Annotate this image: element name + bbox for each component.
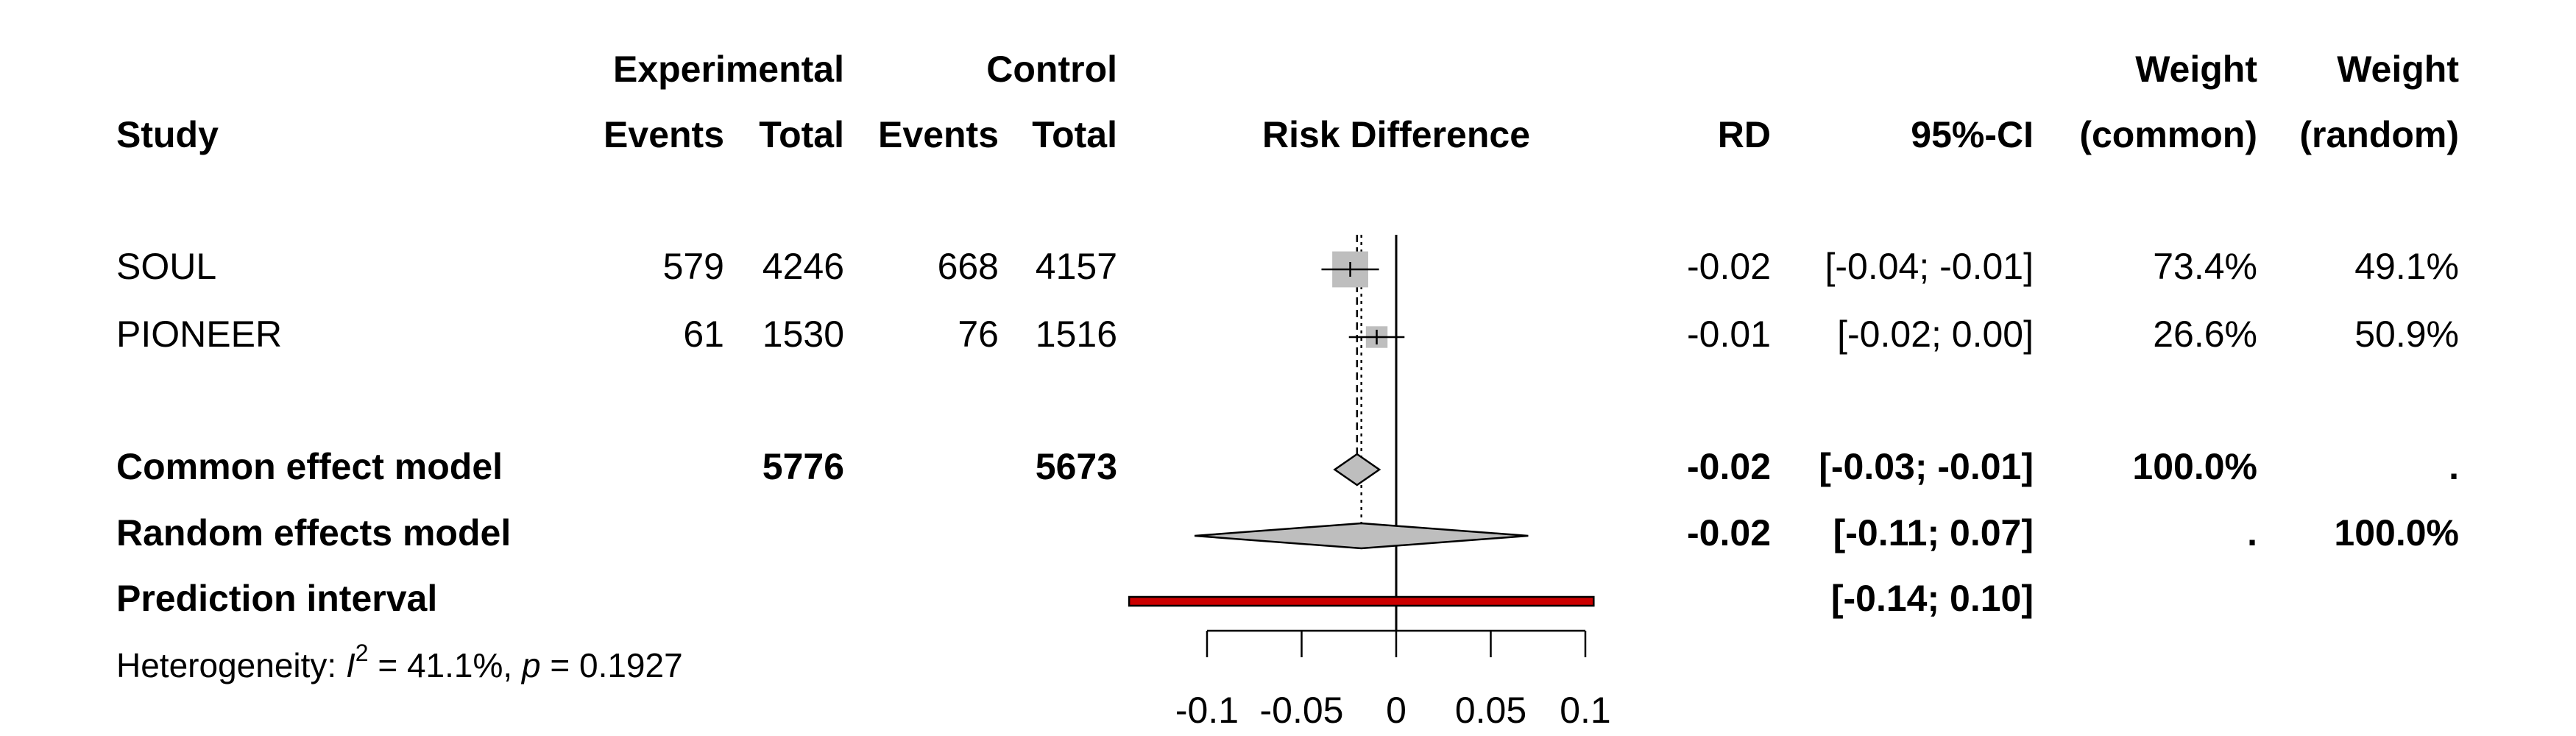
ctrl-events: 668 — [938, 246, 999, 287]
exp-events: 61 — [683, 314, 724, 355]
heterogeneity-part: = 0.1927 — [541, 646, 683, 684]
rd-value: -0.02 — [1687, 246, 1771, 287]
header-study: Study — [116, 114, 219, 155]
common-name: Common effect model — [116, 446, 503, 487]
heterogeneity: Heterogeneity: I2 = 41.1%, p = 0.1927 — [116, 640, 683, 684]
header-events: Events — [878, 114, 999, 155]
heterogeneity-part: I — [346, 646, 355, 684]
exp-events: 579 — [663, 246, 724, 287]
ctrl-total: 1516 — [1036, 314, 1117, 355]
study-name: SOUL — [116, 246, 216, 287]
header-plot: Risk Difference — [1262, 114, 1530, 155]
heterogeneity-part: 2 — [355, 640, 369, 666]
weight-common: 100.0% — [2132, 446, 2257, 487]
x-tick-label: 0.1 — [1560, 690, 1611, 731]
weight-random: . — [2449, 446, 2459, 487]
heterogeneity-part: Heterogeneity: — [116, 646, 346, 684]
prediction-name: Prediction interval — [116, 578, 437, 619]
heterogeneity-part: = 41.1%, — [369, 646, 522, 684]
study-name: PIONEER — [116, 314, 282, 355]
prediction-bar — [1128, 595, 1595, 607]
exp-total: 4246 — [762, 246, 844, 287]
header-total: Total — [759, 114, 844, 155]
header-weight: Weight — [2135, 49, 2257, 90]
x-tick-label: 0.05 — [1455, 690, 1526, 731]
rd-value: -0.01 — [1687, 314, 1771, 355]
header-ci: 95%-CI — [1911, 114, 2034, 155]
random-name: Random effects model — [116, 512, 511, 553]
header-weight-common: (common) — [2079, 114, 2257, 155]
weight-common: 26.6% — [2153, 314, 2257, 355]
header-total: Total — [1032, 114, 1117, 155]
weight-random: 100.0% — [2334, 512, 2459, 553]
header-rd: RD — [1718, 114, 1771, 155]
header-events: Events — [604, 114, 724, 155]
weight-common: 73.4% — [2153, 246, 2257, 287]
ci-value: [-0.03; -0.01] — [1819, 446, 2034, 487]
heterogeneity-part: p — [520, 646, 541, 684]
weight-random: 49.1% — [2354, 246, 2459, 287]
rd-value: -0.02 — [1687, 512, 1771, 553]
exp-total: 1530 — [762, 314, 844, 355]
random-diamond — [1194, 522, 1529, 550]
x-tick-label: -0.05 — [1260, 690, 1344, 731]
ci-value: [-0.02; 0.00] — [1837, 314, 2034, 355]
ctrl-events: 76 — [958, 314, 999, 355]
ctrl-total: 5673 — [1036, 446, 1117, 487]
header-weight: Weight — [2337, 49, 2459, 90]
x-tick-label: -0.1 — [1175, 690, 1239, 731]
x-tick-label: 0 — [1386, 690, 1406, 731]
header-control: Control — [986, 49, 1117, 90]
ci-value: [-0.14; 0.10] — [1831, 578, 2034, 619]
exp-total: 5776 — [762, 446, 844, 487]
weight-random: 50.9% — [2354, 314, 2459, 355]
header-weight-random: (random) — [2299, 114, 2459, 155]
ctrl-total: 4157 — [1036, 246, 1117, 287]
rd-value: -0.02 — [1687, 446, 1771, 487]
header-experimental: Experimental — [613, 49, 844, 90]
common-diamond — [1333, 453, 1381, 486]
ci-value: [-0.11; 0.07] — [1833, 512, 2034, 553]
weight-common: . — [2247, 512, 2257, 553]
ci-value: [-0.04; -0.01] — [1825, 246, 2034, 287]
